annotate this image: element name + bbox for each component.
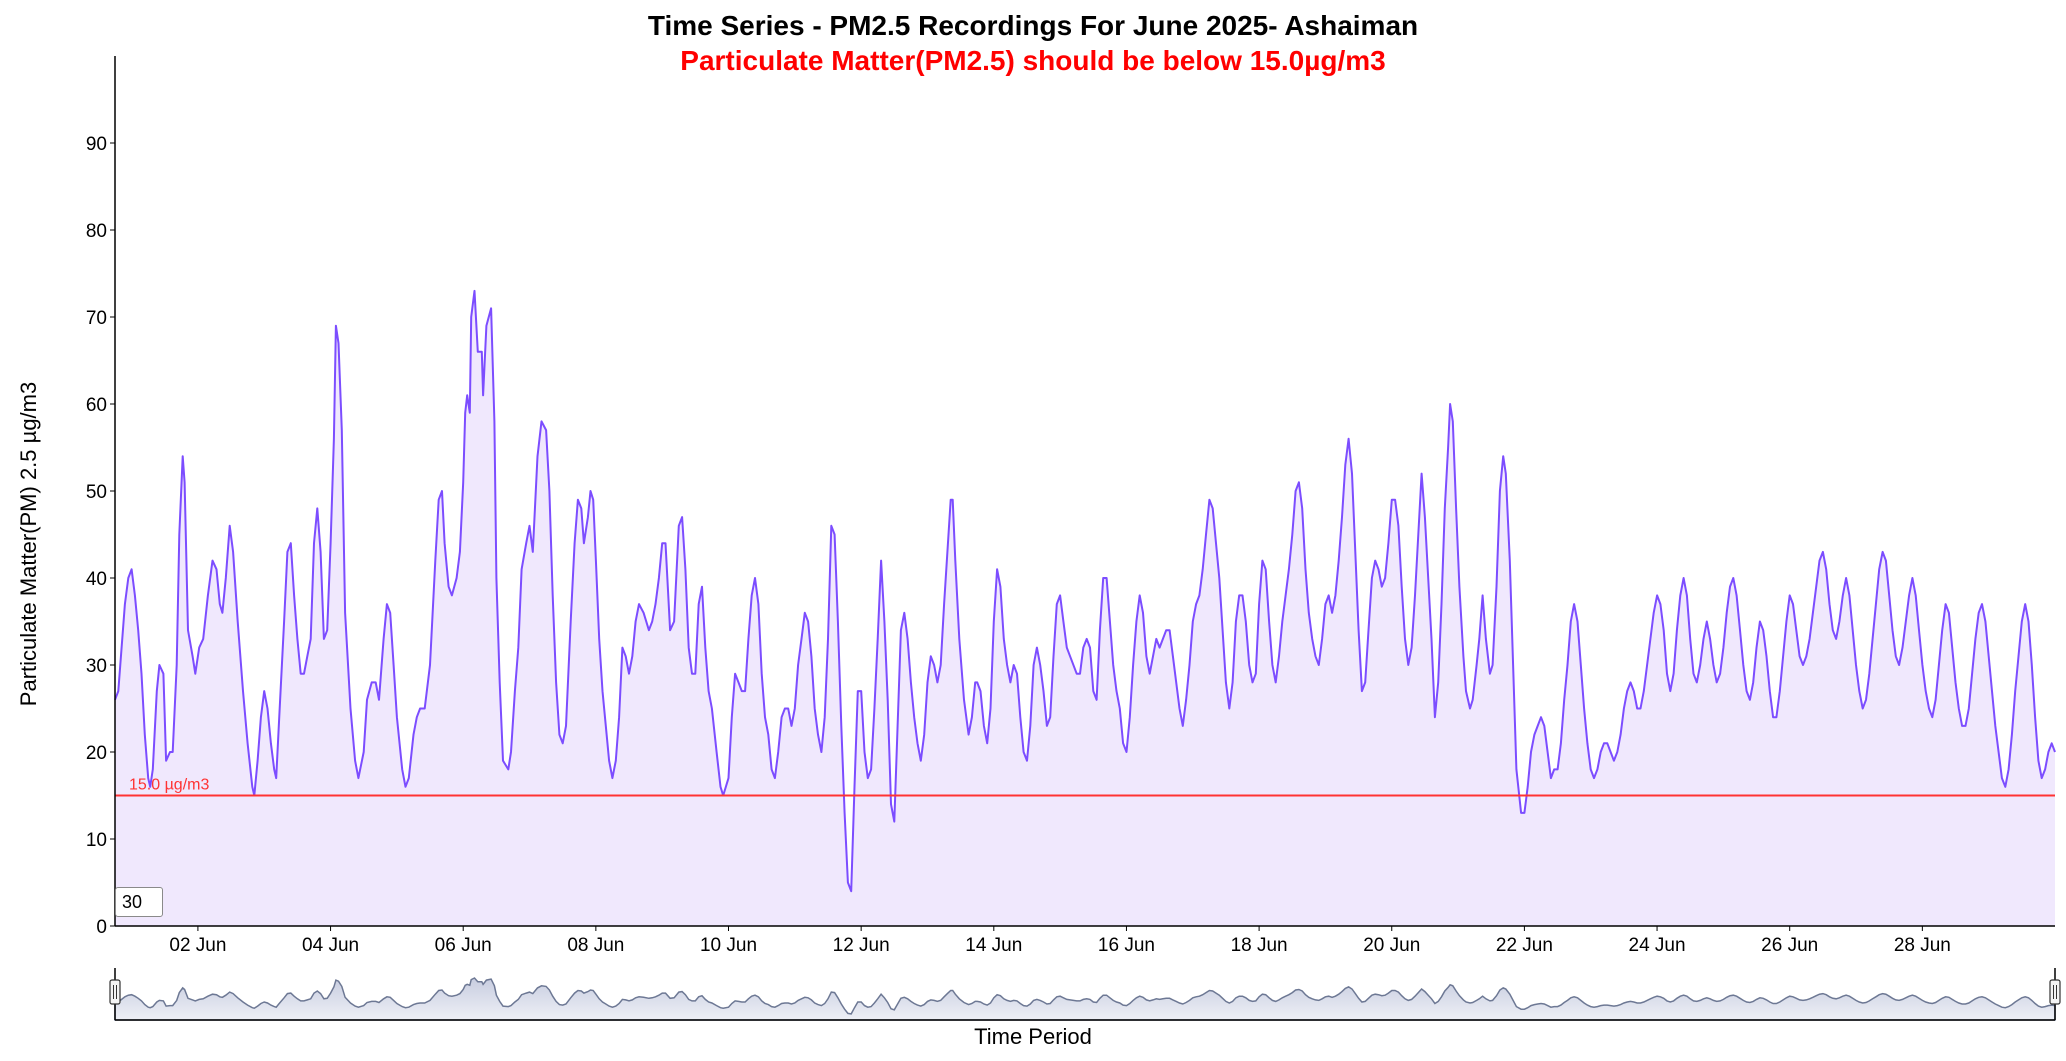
x-tick-label: 10 Jun: [700, 935, 757, 956]
chart-title: Time Series - PM2.5 Recordings For June …: [647, 10, 1419, 41]
x-tick-label: 20 Jun: [1363, 935, 1420, 956]
y-tick-label: 20: [86, 743, 107, 764]
y-tick-label: 90: [86, 134, 107, 155]
x-tick-label: 22 Jun: [1496, 935, 1553, 956]
chart-subtitle: Particulate Matter(PM2.5) should be belo…: [680, 45, 1386, 76]
x-tick-label: 02 Jun: [169, 935, 226, 956]
x-tick-label: 26 Jun: [1761, 935, 1818, 956]
threshold-label: 15.0 µg/m3: [129, 777, 209, 794]
y-tick-label: 50: [86, 482, 107, 503]
y-tick-label: 70: [86, 308, 107, 329]
y-axis-label: Particulate Matter(PM) 2.5 µg/m3: [16, 382, 41, 706]
y-tick-label: 60: [86, 395, 107, 416]
series-line: [114, 289, 2056, 893]
range-selector[interactable]: [109, 968, 2061, 1021]
x-tick-label: 18 Jun: [1231, 935, 1288, 956]
x-axis-label: Time Period: [974, 1024, 1092, 1049]
x-tick-label: 08 Jun: [567, 935, 624, 956]
x-tick-label: 28 Jun: [1894, 935, 1951, 956]
series-area: [115, 290, 2055, 926]
y-tick-label: 80: [86, 221, 107, 242]
range-selector-overview: [114, 977, 2056, 1021]
y-tick-label: 30: [86, 656, 107, 677]
x-tick-label: 06 Jun: [435, 935, 492, 956]
y-tick-label: 0: [96, 917, 107, 938]
y-tick-label: 10: [86, 830, 107, 851]
range-handle-right[interactable]: [2049, 979, 2061, 1005]
x-tick-label: 04 Jun: [302, 935, 359, 956]
plot-area[interactable]: 15.0 µg/m3: [114, 289, 2056, 926]
y-tick-label: 40: [86, 569, 107, 590]
axes: 0 10 20 30 40 50 60 70 80 90 02 Jun 04 Jun 06 Jun 08 …: [86, 56, 2055, 956]
range-handle-left[interactable]: [109, 979, 121, 1005]
x-tick-label: 16 Jun: [1098, 935, 1155, 956]
x-tick-label: 14 Jun: [965, 935, 1022, 956]
x-tick-label: 12 Jun: [833, 935, 890, 956]
zoom-input[interactable]: [115, 887, 163, 917]
x-tick-label: 24 Jun: [1629, 935, 1686, 956]
